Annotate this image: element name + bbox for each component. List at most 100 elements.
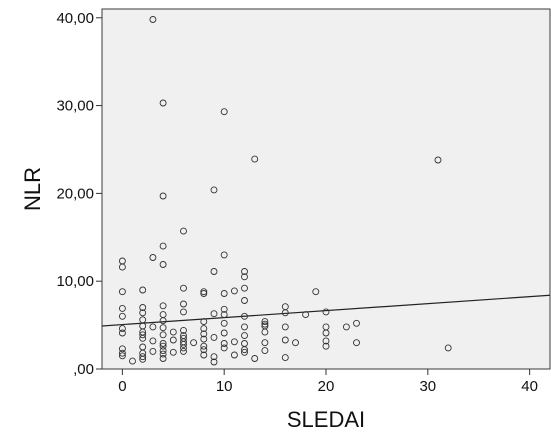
data-point [159, 317, 167, 325]
data-point [220, 319, 228, 327]
data-point [444, 344, 452, 352]
data-point [210, 310, 218, 318]
data-point [118, 329, 126, 337]
x-axis: 0 10 20 30 40 [118, 369, 538, 395]
data-point [210, 358, 218, 366]
data-point [210, 268, 218, 275]
data-point [261, 347, 269, 355]
y-tick-label: 40,00 [56, 10, 94, 27]
data-point [220, 108, 228, 116]
data-point [180, 300, 187, 308]
y-tick-label: ,00 [73, 361, 94, 378]
data-point [281, 336, 289, 344]
data-point [220, 290, 228, 297]
data-point [118, 312, 126, 320]
data-point [180, 227, 187, 235]
data-point [159, 331, 167, 339]
data-point [118, 263, 126, 271]
data-point [149, 254, 157, 261]
data-point [230, 338, 238, 346]
data-point [312, 288, 320, 296]
data-point [322, 337, 330, 345]
data-point [261, 320, 269, 328]
fit-line [101, 294, 551, 327]
y-axis-title: NLR [20, 167, 45, 211]
data-point [200, 290, 208, 297]
fit-line-layer [101, 294, 551, 327]
x-tick-label: 0 [118, 378, 126, 395]
x-tick-label: 20 [318, 378, 335, 395]
x-tick-label: 10 [216, 378, 233, 395]
data-point [200, 342, 208, 350]
data-point [118, 325, 126, 333]
data-point [220, 251, 228, 259]
data-point [139, 309, 147, 317]
x-tick-label: 40 [521, 378, 538, 395]
data-point [200, 346, 208, 354]
data-point [200, 351, 208, 359]
data-point [322, 342, 330, 350]
data-point [353, 339, 360, 347]
data-point [281, 323, 289, 331]
data-point [342, 323, 350, 331]
data-point [281, 354, 289, 362]
data-point [220, 311, 228, 319]
data-point [180, 284, 187, 292]
data-point [241, 268, 248, 275]
data-point [251, 355, 259, 362]
data-point [190, 339, 198, 347]
data-point [139, 353, 147, 361]
data-point [251, 155, 259, 163]
data-point [159, 242, 167, 250]
data-point [149, 337, 157, 345]
data-point [322, 308, 330, 316]
data-point [159, 340, 167, 347]
data-point [261, 318, 269, 326]
data-point [159, 261, 167, 268]
data-point [241, 297, 248, 304]
data-point [220, 305, 228, 313]
data-point [129, 357, 136, 365]
data-point [118, 349, 126, 357]
data-point [118, 288, 126, 296]
data-point [180, 347, 187, 355]
data-point [159, 355, 167, 362]
data-point [261, 339, 269, 347]
data-point [220, 329, 228, 337]
data-point [118, 345, 126, 353]
data-point [169, 336, 177, 344]
data-point [200, 318, 208, 326]
data-point [292, 339, 299, 347]
data-point [139, 286, 147, 294]
data-point [302, 311, 310, 319]
data-point [230, 287, 238, 295]
x-axis-title: SLEDAI [287, 407, 365, 432]
data-point [241, 273, 248, 281]
data-point [139, 331, 147, 339]
data-point [220, 344, 228, 352]
data-point [230, 351, 238, 359]
data-point [353, 319, 360, 327]
data-point [281, 309, 289, 317]
y-axis: ,00 10,00 20,00 30,00 40,00 [56, 10, 102, 378]
data-point [180, 308, 187, 316]
data-point [434, 156, 442, 164]
data-point [210, 186, 218, 194]
data-point [159, 192, 167, 200]
data-point [159, 324, 167, 332]
data-point [241, 348, 248, 356]
data-point [241, 332, 248, 340]
data-point [210, 353, 218, 361]
points-layer [118, 16, 452, 366]
data-point [118, 304, 126, 312]
data-point [139, 316, 147, 324]
data-point [200, 288, 208, 296]
data-point [159, 99, 167, 107]
data-point [322, 329, 330, 337]
data-point [261, 328, 269, 336]
data-point [180, 334, 187, 342]
data-point [241, 323, 248, 331]
data-point [159, 347, 167, 355]
y-tick-label: 20,00 [56, 185, 94, 202]
